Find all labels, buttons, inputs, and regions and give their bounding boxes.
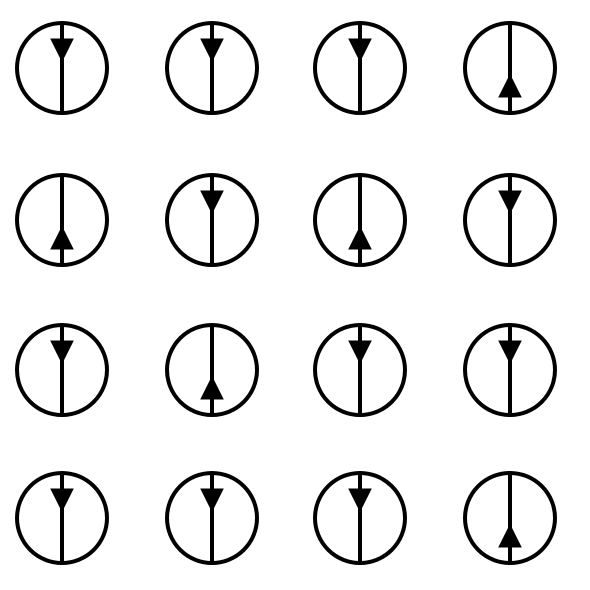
arrow-down-icon [51,489,73,511]
cell-r0-c2 [315,23,405,113]
cell-r2-c3 [465,325,555,415]
arrow-down-icon [349,39,371,61]
cell-r0-c0 [17,23,107,113]
cell-r3-c2 [315,473,405,563]
arrow-up-icon [499,75,521,97]
arrow-down-icon [201,191,223,213]
cell-r2-c2 [315,325,405,415]
arrow-up-icon [51,227,73,249]
arrow-up-icon [349,227,371,249]
cell-r1-c3 [465,175,555,265]
arrow-down-icon [349,341,371,363]
arrow-down-icon [499,341,521,363]
arrow-down-icon [51,341,73,363]
arrow-up-icon [499,525,521,547]
spin-grid-diagram [0,0,590,590]
arrow-up-icon [201,377,223,399]
cell-r1-c2 [315,175,405,265]
cell-r3-c0 [17,473,107,563]
cell-r3-c1 [167,473,257,563]
cell-r3-c3 [465,473,555,563]
arrow-down-icon [51,39,73,61]
cell-r2-c1 [167,325,257,415]
cell-r0-c3 [465,23,555,113]
cell-r1-c0 [17,175,107,265]
arrow-down-icon [349,489,371,511]
arrow-down-icon [499,191,521,213]
arrow-down-icon [201,39,223,61]
cell-r0-c1 [167,23,257,113]
cell-r2-c0 [17,325,107,415]
cell-r1-c1 [167,175,257,265]
arrow-down-icon [201,489,223,511]
